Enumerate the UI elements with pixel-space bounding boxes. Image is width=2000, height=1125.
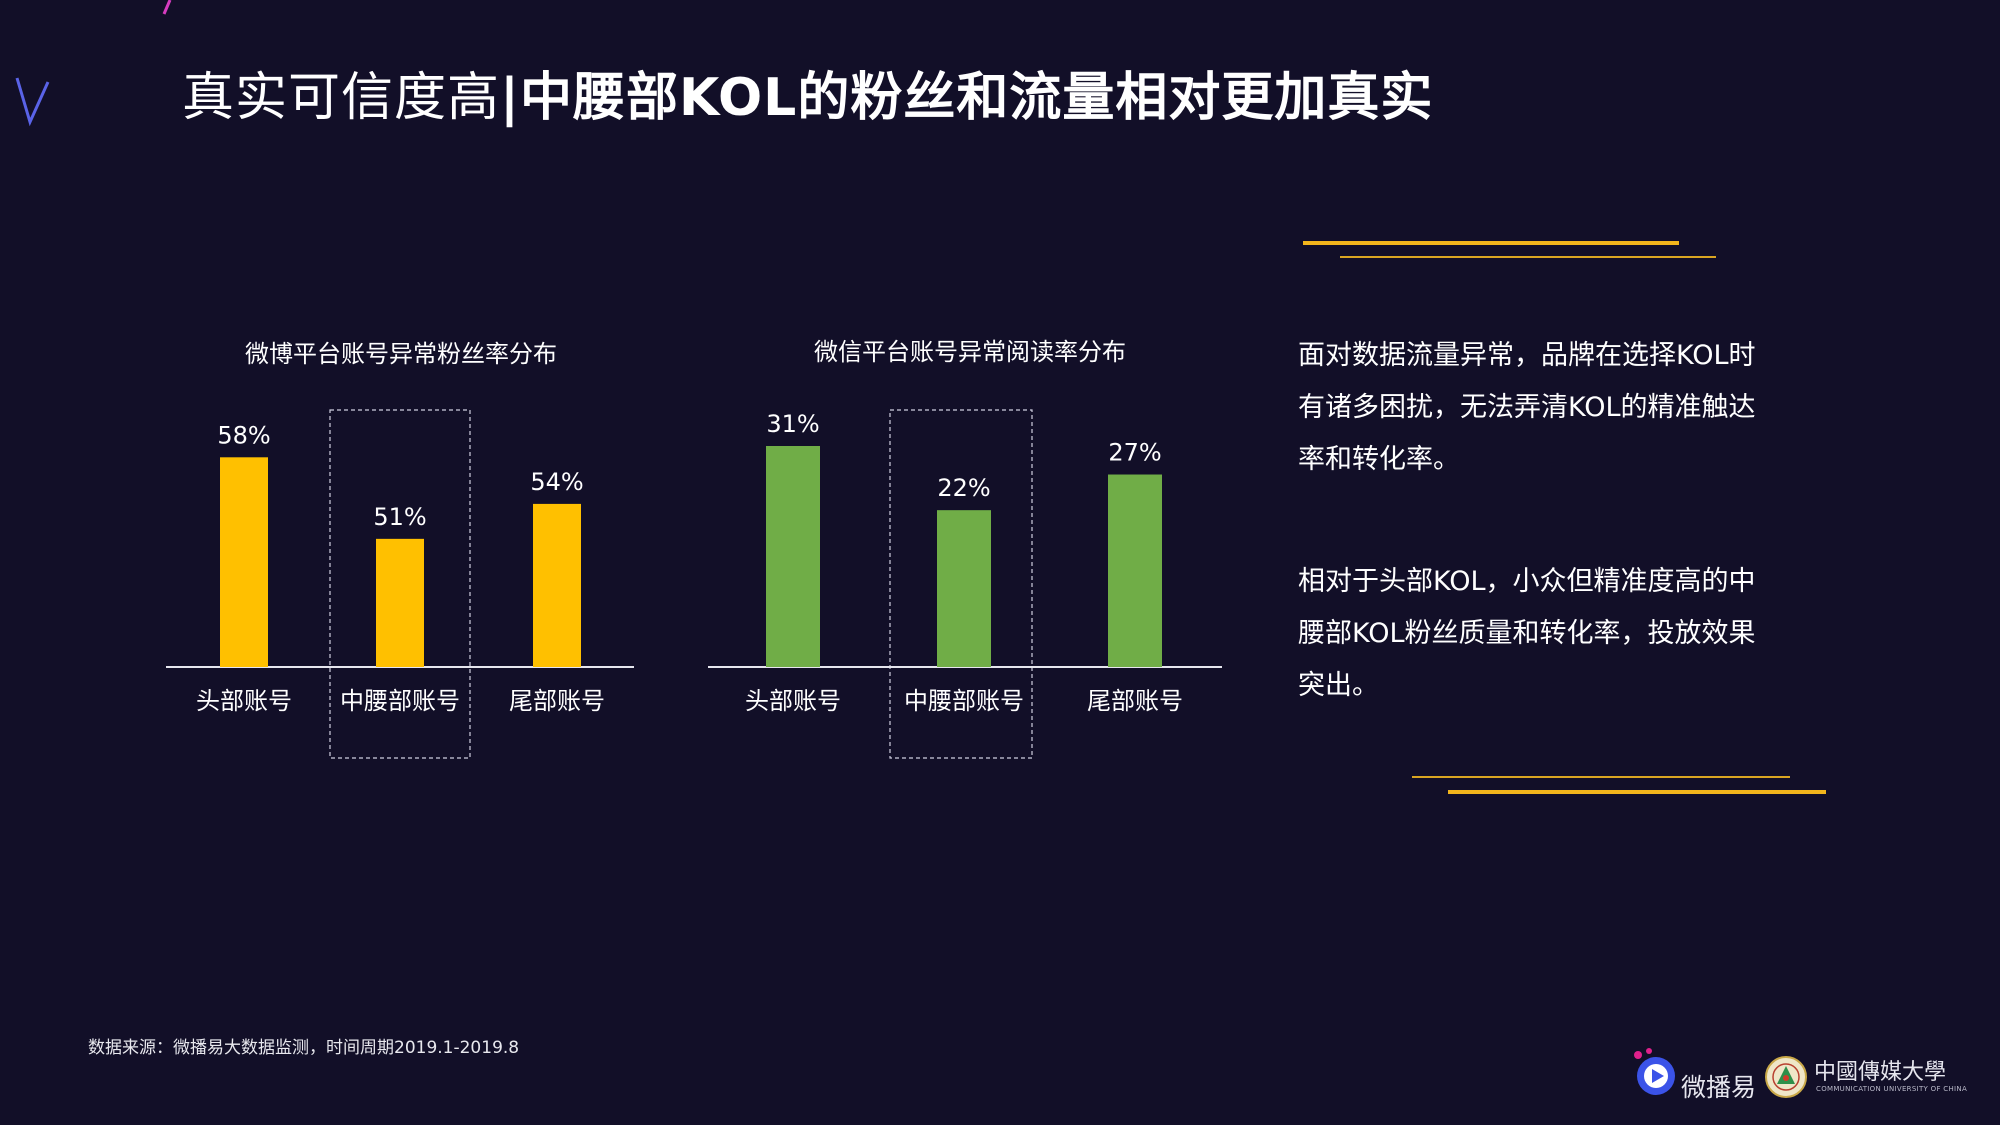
bar bbox=[1108, 474, 1162, 667]
data-label: 31% bbox=[766, 410, 819, 438]
page-title-light: 真实可信度高 bbox=[182, 68, 501, 128]
gold-divider-top-thick bbox=[1303, 241, 1679, 245]
data-label: 58% bbox=[217, 421, 270, 449]
page-title-bold: 中腰部KOL的粉丝和流量相对更加真实 bbox=[520, 68, 1434, 128]
bar bbox=[766, 446, 820, 667]
decorative-v-mark bbox=[15, 77, 50, 127]
wechat-bar-chart: 31% 头部账号 22% 中腰部账号 27% 尾部账号 bbox=[708, 409, 1222, 759]
bar bbox=[220, 457, 268, 667]
side-paragraph-2-line: 相对于头部KOL，小众但精准度高的中 bbox=[1298, 566, 1756, 597]
cuc-logo-text: 中國傳媒大學 bbox=[1814, 1060, 1947, 1085]
page-title: 真实可信度高|中腰部KOL的粉丝和流量相对更加真实 bbox=[182, 66, 1433, 130]
side-paragraph-2-line: 突出。 bbox=[1298, 670, 1379, 701]
bar bbox=[533, 503, 581, 667]
data-label: 22% bbox=[937, 474, 990, 502]
cuc-seal-icon bbox=[1764, 1055, 1808, 1099]
side-paragraph-1-line: 有诸多困扰，无法弄清KOL的精准触达 bbox=[1298, 392, 1756, 423]
category-label: 中腰部账号 bbox=[340, 687, 460, 715]
side-paragraph-2: 相对于头部KOL，小众但精准度高的中 腰部KOL粉丝质量和转化率，投放效果 突出… bbox=[1298, 556, 1818, 712]
cuc-logo-subtext: COMMUNICATION UNIVERSITY OF CHINA bbox=[1816, 1085, 1968, 1093]
category-label: 头部账号 bbox=[745, 687, 841, 715]
bar bbox=[937, 510, 991, 667]
gold-divider-bottom-thick bbox=[1448, 790, 1826, 794]
highlight-box bbox=[329, 409, 471, 759]
data-label: 27% bbox=[1108, 439, 1161, 467]
bar bbox=[376, 538, 424, 667]
weiboyi-logo-text: 微播易 bbox=[1681, 1073, 1757, 1102]
weibo-chart-title: 微博平台账号异常粉丝率分布 bbox=[245, 340, 557, 368]
gold-divider-bottom-thin bbox=[1412, 776, 1790, 778]
data-label: 51% bbox=[373, 503, 426, 531]
category-label: 尾部账号 bbox=[1087, 687, 1183, 715]
category-label: 中腰部账号 bbox=[904, 687, 1024, 715]
side-paragraph-1-line: 面对数据流量异常，品牌在选择KOL时 bbox=[1298, 340, 1756, 371]
category-label: 头部账号 bbox=[196, 687, 292, 715]
side-paragraph-1: 面对数据流量异常，品牌在选择KOL时 有诸多困扰，无法弄清KOL的精准触达 率和… bbox=[1298, 330, 1818, 486]
wechat-chart-title: 微信平台账号异常阅读率分布 bbox=[814, 338, 1126, 366]
weibo-bar-chart: 58% 头部账号 51% 中腰部账号 54% 尾部账号 bbox=[166, 409, 634, 759]
decorative-slash-mark bbox=[162, 0, 172, 15]
page-title-separator: | bbox=[500, 68, 521, 128]
weiboyi-logo-icon bbox=[1628, 1046, 1680, 1098]
highlight-box bbox=[889, 409, 1033, 759]
data-label: 54% bbox=[530, 468, 583, 496]
side-paragraph-2-line: 腰部KOL粉丝质量和转化率，投放效果 bbox=[1298, 618, 1756, 649]
gold-divider-top-thin bbox=[1340, 256, 1716, 258]
side-paragraph-1-line: 率和转化率。 bbox=[1298, 444, 1460, 475]
data-source-note: 数据来源：微播易大数据监测，时间周期2019.1-2019.8 bbox=[88, 1038, 520, 1058]
category-label: 尾部账号 bbox=[509, 687, 605, 715]
